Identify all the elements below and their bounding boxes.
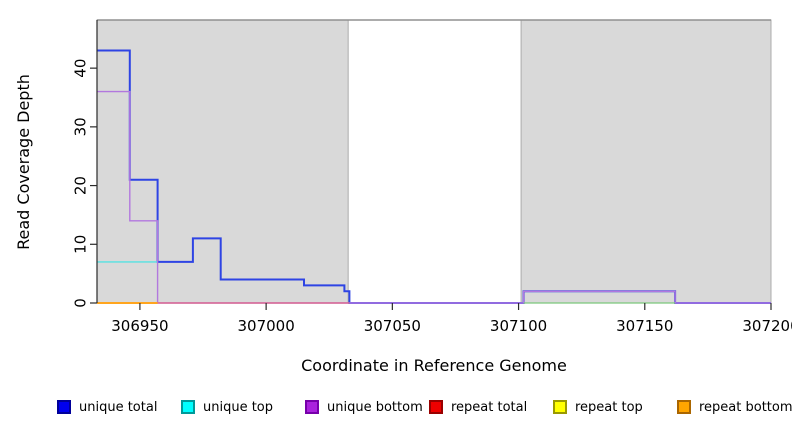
y-tick-label: 40: [72, 59, 90, 78]
legend-item-unique-top: unique top: [181, 399, 273, 415]
y-tick-label: 0: [72, 298, 90, 308]
legend-label: unique top: [203, 399, 274, 415]
y-tick-label: 20: [72, 176, 90, 195]
x-tick-label: 307200: [742, 317, 792, 335]
legend-swatch-icon: [181, 400, 195, 414]
y-tick-label: 10: [72, 235, 90, 254]
x-tick-label: 306950: [111, 317, 168, 335]
legend-swatch-icon: [429, 400, 443, 414]
legend-item-repeat-top: repeat top: [553, 399, 643, 415]
legend-label: unique total: [79, 399, 158, 415]
legend-swatch-icon: [677, 400, 691, 414]
y-tick-label: 30: [72, 117, 90, 136]
legend-label: unique bottom: [327, 399, 423, 415]
legend: unique total unique top unique bottom repea…: [0, 399, 792, 419]
legend-label: repeat top: [575, 399, 643, 415]
x-axis-label: Coordinate in Reference Genome: [301, 356, 567, 375]
legend-swatch-icon: [57, 400, 71, 414]
legend-item-repeat-bottom: repeat bottom: [677, 399, 792, 415]
legend-label: repeat total: [451, 399, 528, 415]
legend-swatch-icon: [553, 400, 567, 414]
x-tick-label: 307150: [616, 317, 673, 335]
left-gray-region: [96, 19, 349, 304]
legend-item-unique-total: unique total: [57, 399, 157, 415]
legend-item-unique-bottom: unique bottom: [305, 399, 423, 415]
legend-label: repeat bottom: [699, 399, 792, 415]
x-tick-label: 307100: [490, 317, 547, 335]
right-gray-region: [520, 19, 772, 304]
y-axis-label: Read Coverage Depth: [14, 74, 33, 250]
x-tick-label: 307050: [364, 317, 421, 335]
x-tick-label: 307000: [237, 317, 294, 335]
legend-item-repeat-total: repeat total: [429, 399, 527, 415]
legend-swatch-icon: [305, 400, 319, 414]
